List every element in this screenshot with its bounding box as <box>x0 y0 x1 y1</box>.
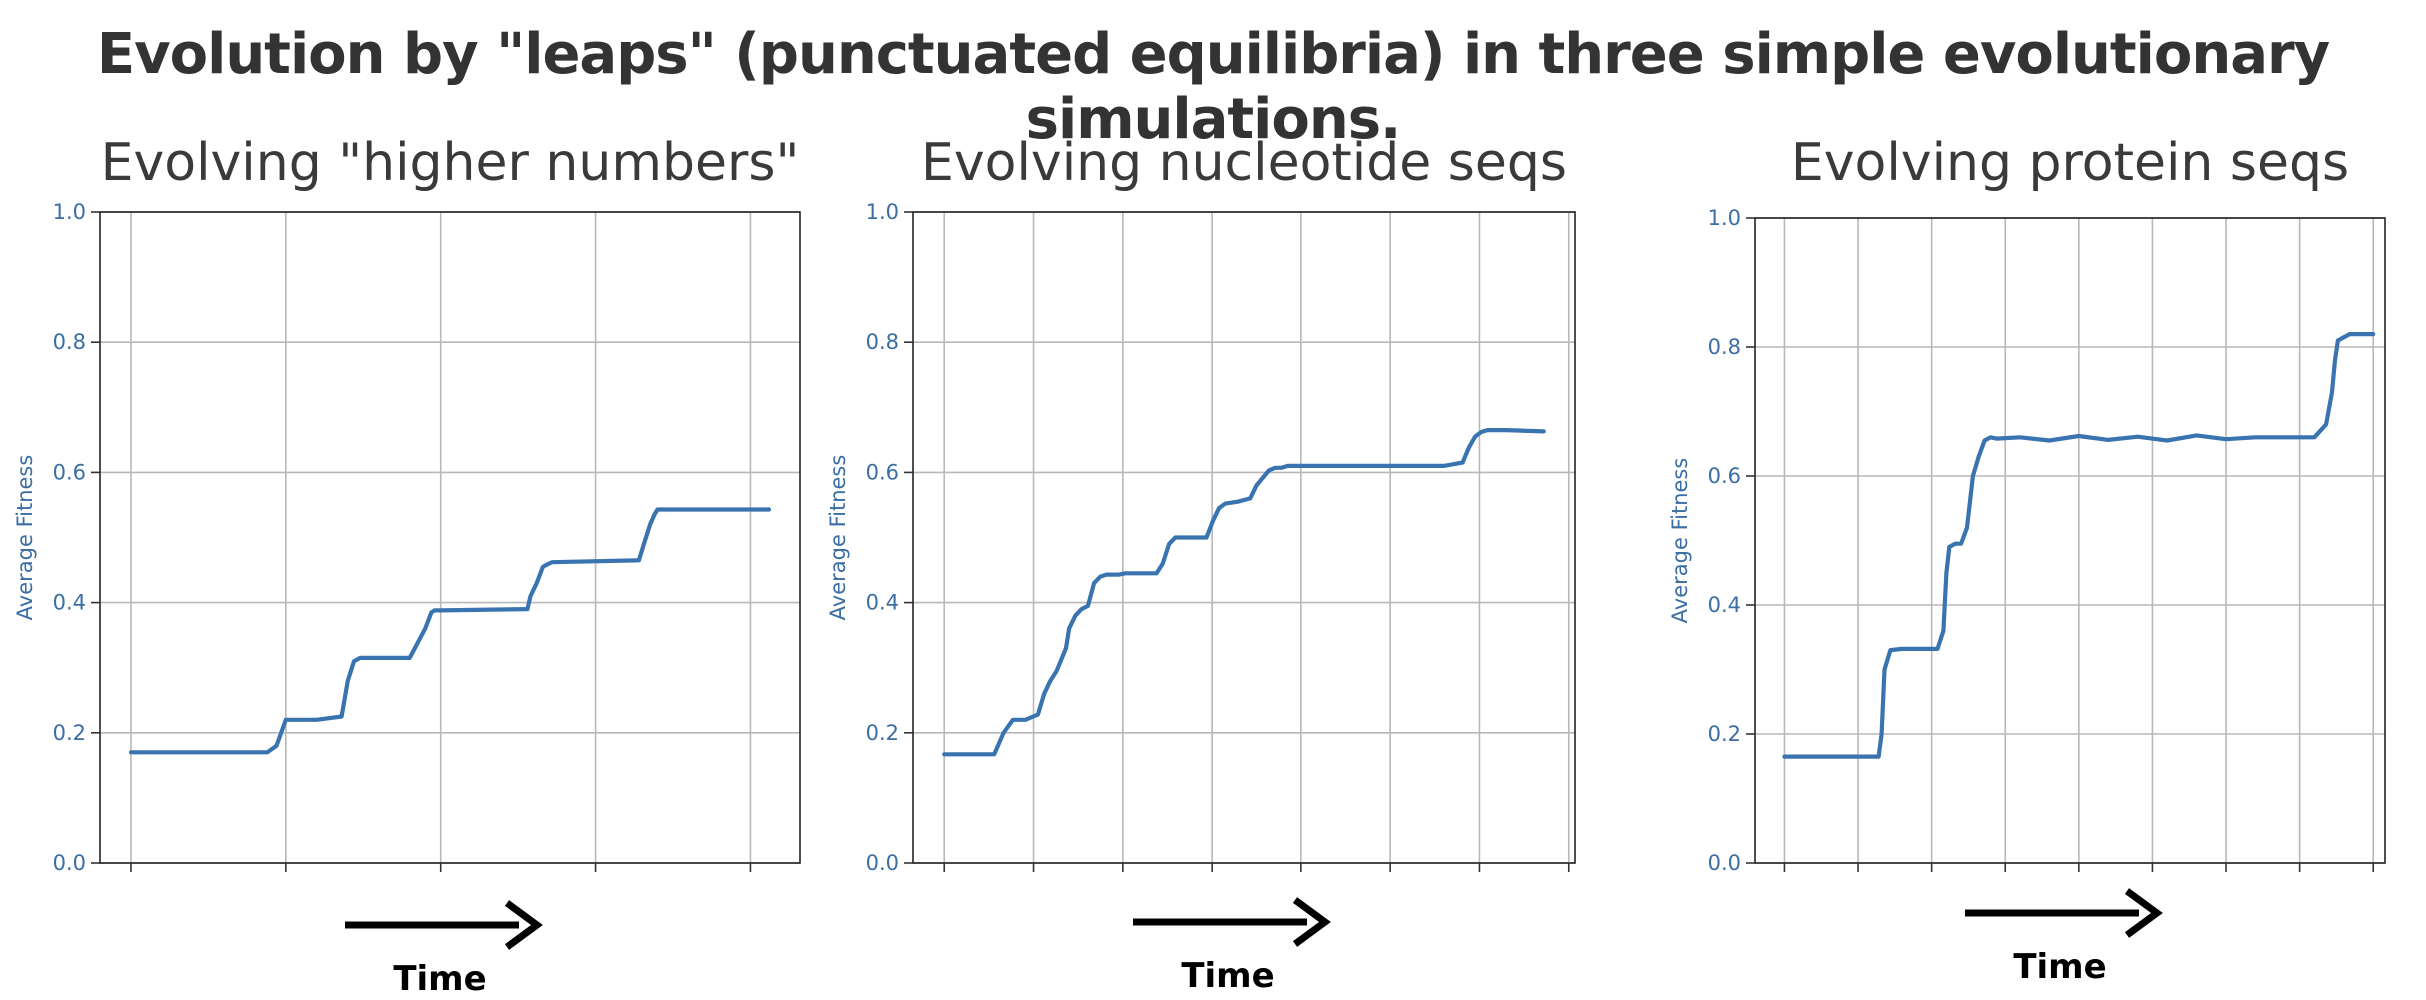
panel-title: Evolving "higher numbers" <box>101 133 800 193</box>
y-tick-label: 0.2 <box>866 721 899 745</box>
y-tick-label: 0.4 <box>866 591 899 615</box>
panel-title: Evolving protein seqs <box>1791 133 2349 193</box>
chart-panel-3: 0.0 0.2 0.4 0.6 0.8 1.0 Evolving protein seqs A… <box>1668 133 2386 987</box>
y-tick-label: 0.0 <box>53 851 86 875</box>
time-arrow-head <box>2124 888 2163 938</box>
y-tick-label: 0.0 <box>866 851 899 875</box>
chart-panel-1: 0.0 0.2 0.4 0.6 0.8 1.0 Evolving "higher numbe… <box>13 133 801 999</box>
y-tick-label: 1.0 <box>1708 206 1741 230</box>
panel-title: Evolving nucleotide seqs <box>921 133 1567 193</box>
y-tick-label: 1.0 <box>53 200 86 224</box>
y-tick-label: 0.4 <box>1708 593 1741 617</box>
time-arrow-head <box>504 900 543 950</box>
y-axis-label: Average Fitness <box>1668 458 1692 624</box>
time-arrow-head <box>1292 897 1331 947</box>
figure-title: Evolution by "leaps" (punctuated equilib… <box>96 22 2330 152</box>
y-tick-label: 0.8 <box>1708 335 1741 359</box>
y-tick-label: 0.2 <box>1708 722 1741 746</box>
fitness-series-line <box>1782 332 2376 759</box>
fitness-series-line <box>942 428 1546 757</box>
fitness-series-line <box>128 507 772 755</box>
y-tick-label: 0.8 <box>866 330 899 354</box>
x-axis-label: Time <box>1181 956 1274 996</box>
y-axis-label: Average Fitness <box>826 455 850 621</box>
y-tick-label: 1.0 <box>866 200 899 224</box>
y-tick-label: 0.2 <box>53 721 86 745</box>
y-tick-label: 0.4 <box>53 591 86 615</box>
y-tick-label: 0.6 <box>1708 464 1741 488</box>
x-axis-label: Time <box>393 959 486 999</box>
y-tick-label: 0.8 <box>53 330 86 354</box>
y-axis-label: Average Fitness <box>13 455 37 621</box>
x-axis-label: Time <box>2013 947 2106 987</box>
plot-frame <box>912 211 1576 864</box>
y-tick-label: 0.6 <box>866 460 899 484</box>
chart-panel-2: 0.0 0.2 0.4 0.6 0.8 1.0 Evolving nucleotide se… <box>826 133 1576 996</box>
plot-frame <box>99 211 801 864</box>
plot-frame <box>1754 217 2386 864</box>
y-tick-label: 0.0 <box>1708 851 1741 875</box>
y-tick-label: 0.6 <box>53 460 86 484</box>
